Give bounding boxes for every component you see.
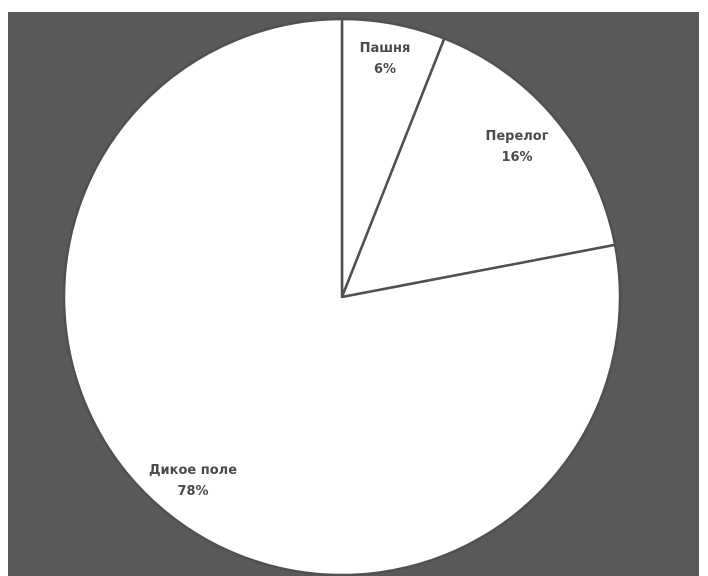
pie-slice-perelog [340, 37, 617, 299]
right-edge-strip [699, 0, 708, 576]
slice-label-value-perelog: 16% [501, 150, 532, 165]
slice-label-value-dikoe-pole: 78% [177, 484, 208, 499]
pie-slice-dikoe-pole [62, 17, 622, 576]
slice-label-name-perelog: Перелог [485, 129, 548, 144]
slice-label-name-pashnya: Пашня [360, 41, 411, 56]
top-edge-strip [0, 0, 708, 12]
slice-label-name-dikoe-pole: Дикое поле [149, 463, 237, 478]
pie-slices [62, 17, 622, 576]
slice-label-value-pashnya: 6% [374, 62, 396, 77]
left-edge-strip [0, 0, 8, 576]
pie-labels: Пашня 6% Перелог 16% Дикое поле 78% [149, 41, 549, 499]
